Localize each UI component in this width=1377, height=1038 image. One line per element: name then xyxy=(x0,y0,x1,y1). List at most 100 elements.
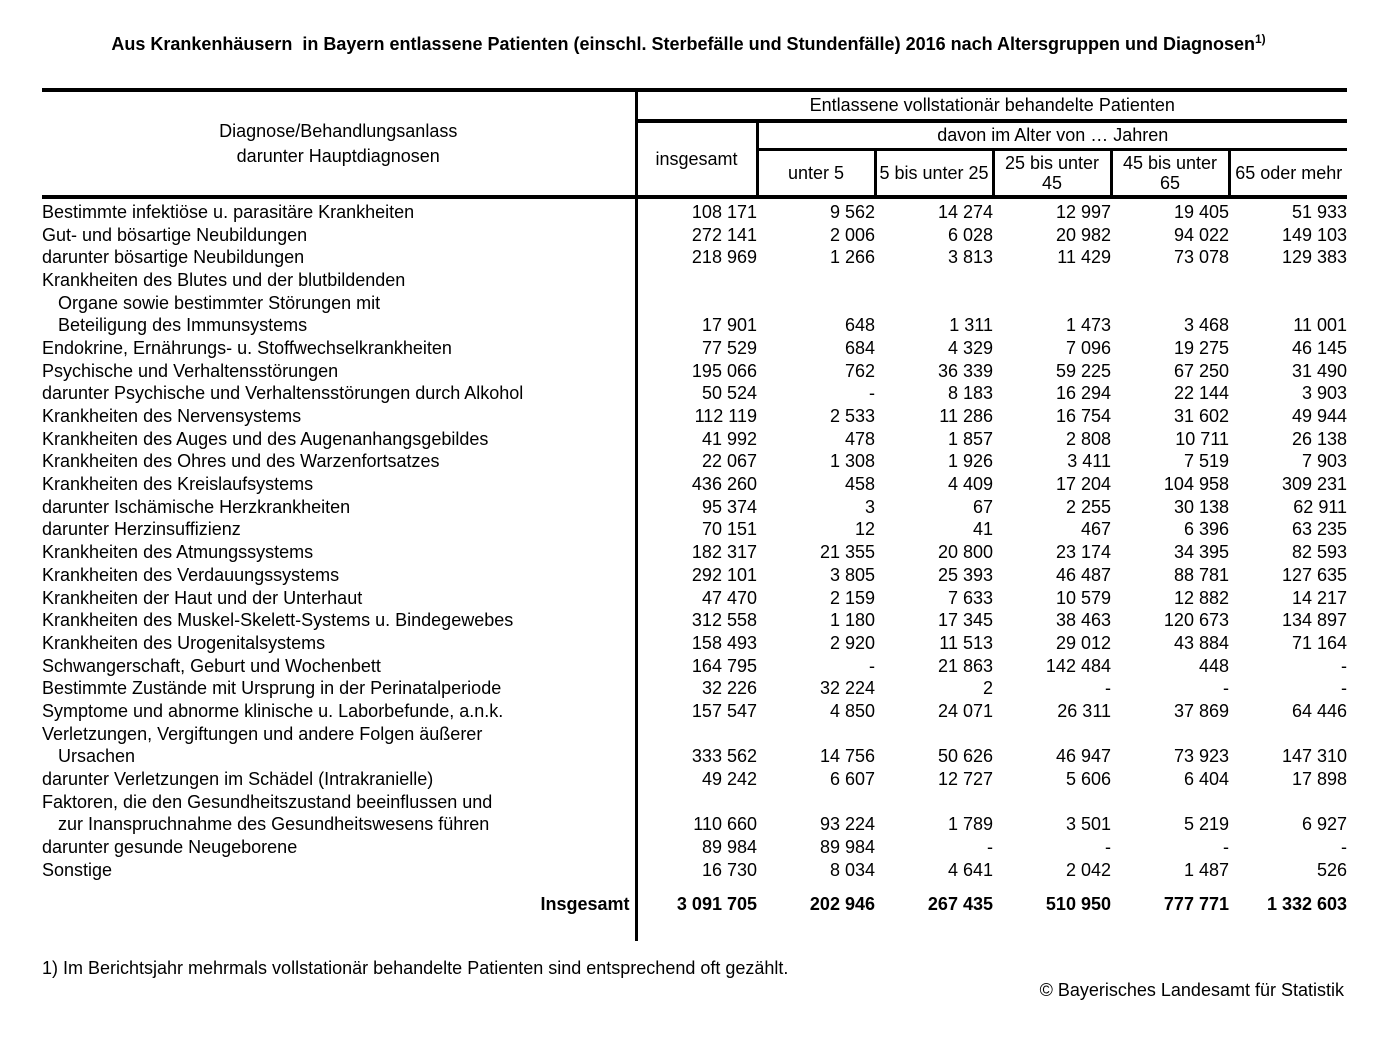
row-label: Faktoren, die den Gesundheitszustand bee… xyxy=(42,790,638,814)
table-body: Bestimmte infektiöse u. parasitäre Krank… xyxy=(42,201,1347,882)
row-value: 17 345 xyxy=(937,610,993,631)
row-label: Krankheiten des Blutes und der blutbilde… xyxy=(42,269,638,292)
row-value: 17 204 xyxy=(1055,474,1111,495)
row-value: - xyxy=(869,655,875,676)
age-column-header-0: unter 5 xyxy=(757,149,877,199)
table-row: Beteiligung des Immunsystems 17 901 648 1 3… xyxy=(42,314,1347,338)
total-value-age-4: 1 332 603 xyxy=(1266,894,1348,915)
row-value: 19 405 xyxy=(1173,201,1229,222)
row-value xyxy=(636,269,757,292)
table-row: Krankheiten des Ohres und des Warzenfort… xyxy=(42,450,1347,474)
row-label: Symptome und abnorme klinische u. Laborb… xyxy=(42,700,638,723)
row-value: 21 355 xyxy=(819,542,875,563)
table-row: Faktoren, die den Gesundheitszustand bee… xyxy=(42,790,1347,814)
row-value: 94 022 xyxy=(1173,224,1229,245)
row-value: 436 260 xyxy=(691,474,757,495)
row-value: - xyxy=(1223,678,1229,699)
row-value: 1 487 xyxy=(1183,859,1229,880)
table-row: Krankheiten des Muskel-Skelett-Systems u… xyxy=(42,609,1347,633)
row-value: 71 164 xyxy=(1291,632,1348,653)
row-value: 1 311 xyxy=(949,315,993,336)
row-value: 120 673 xyxy=(1163,610,1229,631)
row-label: Psychische und Verhaltensstörungen xyxy=(42,359,638,383)
row-value: 50 524 xyxy=(701,383,757,404)
row-value: 3 468 xyxy=(1183,315,1229,336)
age-column-header-3: 45 bis unter 65 xyxy=(1111,149,1231,199)
row-value: 14 756 xyxy=(819,746,875,767)
row-label: Beteiligung des Immunsystems xyxy=(42,314,638,338)
row-value: 77 529 xyxy=(701,337,757,358)
row-value: 333 562 xyxy=(691,746,757,767)
row-value: 20 800 xyxy=(937,542,993,563)
row-value: 93 224 xyxy=(819,814,875,835)
row-value xyxy=(1111,269,1229,292)
row-value: 467 xyxy=(1080,519,1111,540)
row-value: 37 869 xyxy=(1173,700,1229,721)
row-value: 158 493 xyxy=(691,632,757,653)
row-value: 5 219 xyxy=(1183,814,1229,835)
group-header: Entlassene vollstationär behandelte Pati… xyxy=(636,88,1348,123)
row-value: 31 490 xyxy=(1291,360,1348,381)
row-value: 6 028 xyxy=(947,224,993,245)
row-value: 164 795 xyxy=(691,655,757,676)
row-value: 272 141 xyxy=(691,224,757,245)
table-row: Krankheiten des Auges und des Augenanhan… xyxy=(42,427,1347,451)
row-value: 24 071 xyxy=(937,700,993,721)
table-row: Krankheiten des Blutes und der blutbilde… xyxy=(42,269,1347,292)
row-value: 104 958 xyxy=(1163,474,1229,495)
table-row: Bestimmte Zustände mit Ursprung in der P… xyxy=(42,677,1347,701)
row-value: 648 xyxy=(844,315,875,336)
row-value: 73 078 xyxy=(1173,247,1229,268)
row-value: 147 310 xyxy=(1281,746,1348,767)
table-row: darunter Psychische und Verhaltensstörun… xyxy=(42,382,1347,406)
total-value-age-0: 202 946 xyxy=(809,894,875,915)
row-value: 26 311 xyxy=(1057,700,1111,721)
age-column-header-2: 25 bis unter 45 xyxy=(993,149,1113,199)
row-label: Krankheiten des Atmungssystems xyxy=(42,541,638,564)
row-value: 157 547 xyxy=(691,700,757,721)
row-value xyxy=(993,269,1111,292)
row-value xyxy=(636,292,757,315)
row-value: 10 711 xyxy=(1175,428,1229,449)
row-value: 41 xyxy=(972,519,993,540)
row-value: 17 901 xyxy=(701,315,757,336)
row-value: 4 329 xyxy=(947,337,993,358)
row-value: 108 171 xyxy=(691,201,757,222)
table-row: Symptome und abnorme klinische u. Laborb… xyxy=(42,700,1347,723)
title-footnote-ref: 1) xyxy=(1254,32,1266,46)
row-value xyxy=(757,269,875,292)
row-value: 1 789 xyxy=(947,814,993,835)
row-label: darunter Psychische und Verhaltensstörun… xyxy=(42,382,638,406)
row-value: 182 317 xyxy=(691,542,757,563)
row-label: Bestimmte infektiöse u. parasitäre Krank… xyxy=(42,201,638,224)
row-value xyxy=(1111,791,1229,814)
row-value: 21 863 xyxy=(937,655,993,676)
row-value: 3 xyxy=(864,496,875,517)
row-value: 22 144 xyxy=(1173,383,1229,404)
row-value: 46 947 xyxy=(1055,746,1111,767)
row-value: 47 470 xyxy=(701,587,757,608)
row-value: 6 927 xyxy=(1301,814,1348,835)
total-row-label: Insgesamt xyxy=(42,891,638,918)
row-value: 312 558 xyxy=(691,610,757,631)
row-value xyxy=(636,723,757,746)
pre-total-spacer xyxy=(42,881,1347,892)
row-value: 142 484 xyxy=(1045,655,1111,676)
row-value: 149 103 xyxy=(1281,224,1348,245)
row-value xyxy=(1229,791,1347,814)
row-value xyxy=(757,791,875,814)
page-title: Aus Krankenhäusern in Bayern entlassene … xyxy=(0,32,1377,55)
row-value: 3 813 xyxy=(947,247,993,268)
row-value: 82 593 xyxy=(1291,542,1348,563)
row-value: 14 274 xyxy=(937,201,993,222)
row-value: 129 383 xyxy=(1281,247,1348,268)
footnote: 1) Im Berichtsjahr mehrmals vollstationä… xyxy=(42,958,789,978)
total-value-insgesamt: 3 091 705 xyxy=(676,894,757,915)
row-value: 458 xyxy=(844,474,875,495)
row-value: 11 286 xyxy=(939,406,993,427)
row-value: 30 138 xyxy=(1173,496,1229,517)
row-label: darunter Ischämische Herzkrankheiten xyxy=(42,495,638,519)
row-label: Krankheiten des Kreislaufsystems xyxy=(42,473,638,496)
row-value: 32 226 xyxy=(701,678,757,699)
